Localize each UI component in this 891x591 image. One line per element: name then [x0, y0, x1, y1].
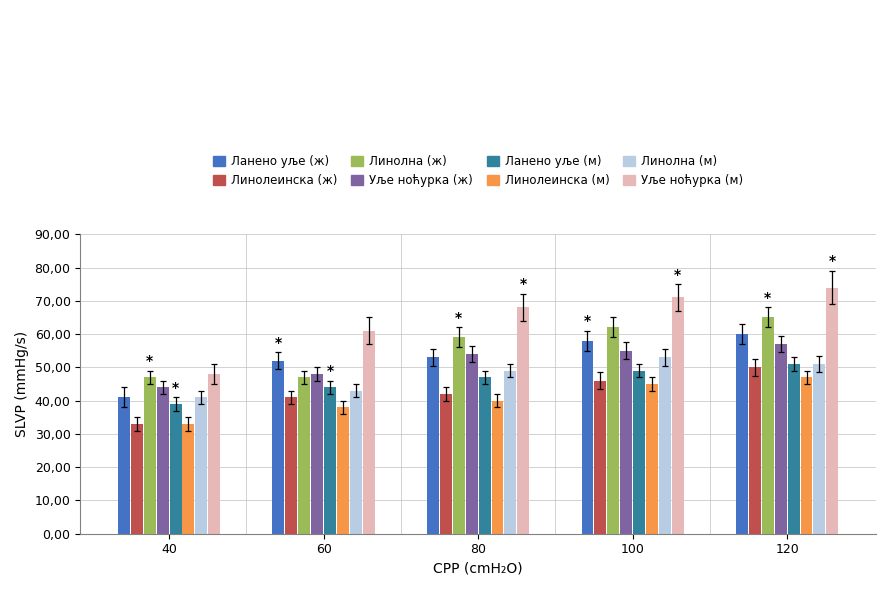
Text: *: * — [146, 354, 153, 368]
Bar — [169, 404, 182, 534]
Bar — [131, 424, 143, 534]
Bar — [273, 361, 284, 534]
Bar — [672, 297, 683, 534]
Bar — [788, 364, 799, 534]
Bar — [774, 344, 787, 534]
Bar — [195, 397, 208, 534]
Text: *: * — [764, 291, 772, 305]
Bar — [440, 394, 452, 534]
Bar — [350, 391, 362, 534]
Bar — [608, 327, 619, 534]
Bar — [634, 371, 645, 534]
Text: *: * — [829, 254, 836, 268]
Legend: Ланено уље (ж), Линолеинска (ж), Линолна (ж), Уље ноћурка (ж), Ланено уље (м), Л: Ланено уље (ж), Линолеинска (ж), Линолна… — [208, 150, 748, 191]
Bar — [427, 358, 439, 534]
Bar — [504, 371, 517, 534]
Bar — [492, 401, 503, 534]
Bar — [324, 387, 336, 534]
Bar — [478, 377, 491, 534]
Bar — [466, 354, 478, 534]
Bar — [208, 374, 220, 534]
Bar — [762, 317, 773, 534]
Bar — [800, 377, 813, 534]
Bar — [518, 307, 529, 534]
Bar — [183, 424, 194, 534]
Bar — [736, 334, 748, 534]
Bar — [646, 384, 658, 534]
Text: *: * — [455, 311, 462, 325]
Bar — [813, 364, 825, 534]
Bar — [582, 341, 593, 534]
Bar — [363, 331, 375, 534]
Text: *: * — [326, 364, 333, 378]
Bar — [749, 368, 761, 534]
Bar — [620, 350, 633, 534]
Text: *: * — [275, 336, 282, 350]
Bar — [285, 397, 298, 534]
Bar — [337, 407, 349, 534]
Y-axis label: SLVP (mmHg/s): SLVP (mmHg/s) — [15, 331, 29, 437]
Text: *: * — [519, 278, 527, 291]
Bar — [659, 358, 671, 534]
X-axis label: CPP (cmH₂O): CPP (cmH₂O) — [433, 562, 523, 576]
Text: *: * — [584, 314, 591, 328]
Bar — [298, 377, 310, 534]
Bar — [594, 381, 607, 534]
Bar — [311, 374, 323, 534]
Text: *: * — [674, 268, 682, 281]
Bar — [118, 397, 130, 534]
Text: *: * — [172, 381, 179, 395]
Bar — [143, 377, 156, 534]
Bar — [826, 287, 838, 534]
Bar — [453, 337, 465, 534]
Bar — [157, 387, 168, 534]
